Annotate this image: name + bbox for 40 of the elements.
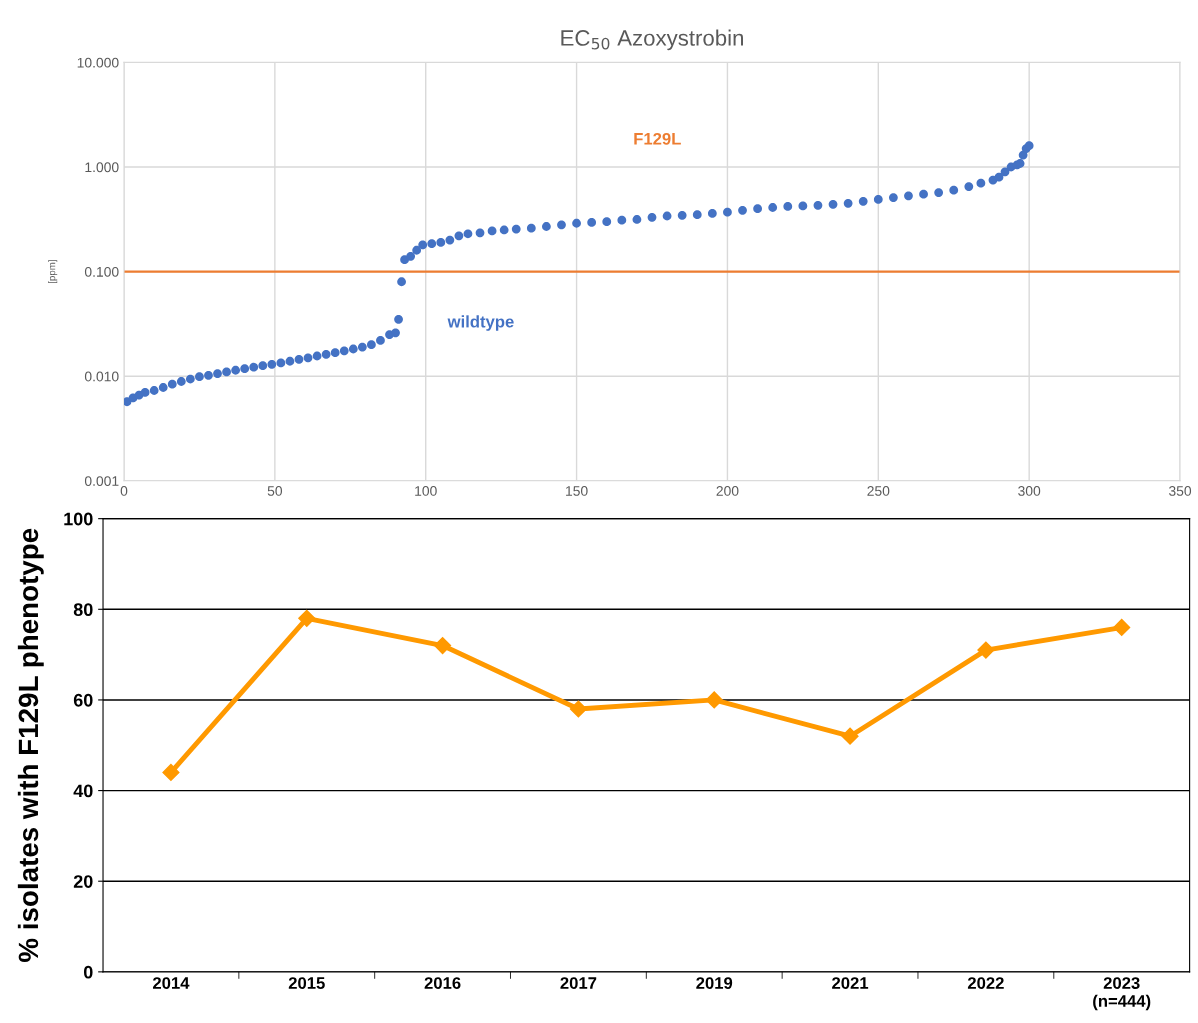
- point: [162, 763, 180, 781]
- y-tick-label: 40: [73, 784, 93, 798]
- x-tick-label: 2023 (n=444): [1093, 977, 1151, 1011]
- chart-title: EC$_{50}$ Azoxystrobin: [561, 29, 743, 51]
- point: [434, 637, 452, 655]
- x-tick-label: 200: [716, 486, 739, 496]
- point: [977, 641, 995, 659]
- x-tick-label: 2017: [560, 977, 597, 989]
- x-tick-label: 350: [1168, 486, 1192, 496]
- point: [1113, 618, 1131, 636]
- x-tick-label: 2019: [696, 977, 733, 989]
- annotation: wildtype: [447, 315, 514, 331]
- point: [841, 727, 859, 745]
- x-tick-label: 2016: [424, 977, 461, 989]
- y-tick-label: 0: [83, 965, 93, 979]
- x-tick-label: 2015: [288, 977, 325, 989]
- annotation: F129L: [634, 132, 681, 145]
- y-tick-label: 80: [73, 603, 93, 617]
- x-tick-label: 150: [566, 486, 588, 496]
- y-tick-label: 1.000: [85, 162, 119, 173]
- y-tick-label: 20: [73, 875, 93, 888]
- y-axis-title: [ppm]: [48, 260, 58, 284]
- point: [569, 700, 587, 718]
- x-tick-label: 0: [120, 486, 128, 496]
- y-axis-title: % isolates with F129L phenotype: [17, 528, 44, 962]
- x-tick-label: 2014: [152, 977, 190, 989]
- x-tick-label: 100: [415, 486, 437, 496]
- y-tick-label: 0.100: [84, 266, 119, 277]
- x-tick-label: 2021: [832, 977, 869, 989]
- x-tick-label: 2022: [967, 977, 1004, 989]
- y-tick-label: 100: [64, 512, 93, 526]
- y-tick-label: 0.001: [84, 476, 119, 486]
- x-tick-label: 50: [267, 486, 283, 496]
- y-tick-label: 0.010: [84, 371, 119, 382]
- x-tick-label: 250: [867, 486, 890, 496]
- y-tick-label: 10.000: [77, 57, 119, 68]
- x-tick-label: 300: [1018, 486, 1041, 496]
- point: [705, 691, 723, 709]
- y-tick-label: 60: [73, 693, 93, 707]
- point: [298, 609, 316, 627]
